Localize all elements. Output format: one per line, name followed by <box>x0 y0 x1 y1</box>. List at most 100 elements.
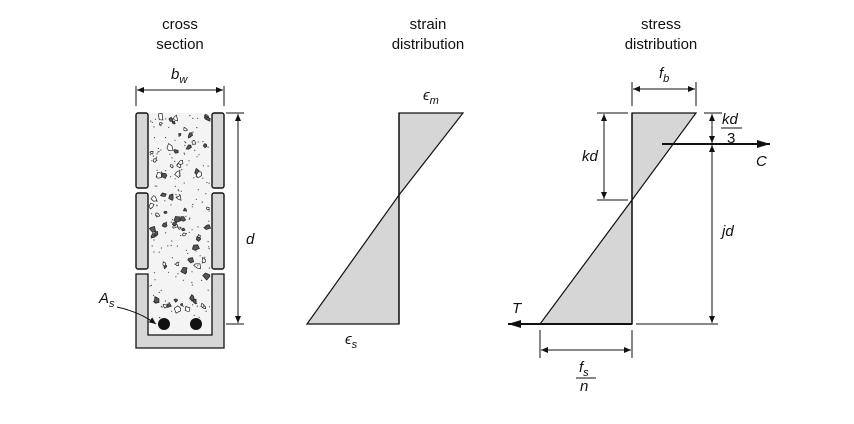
aggregate-stone <box>161 222 168 228</box>
sand-dot <box>206 181 208 184</box>
sand-dot <box>197 265 199 267</box>
sand-dot <box>202 177 204 179</box>
aggregate-stone <box>168 116 173 122</box>
aggregate-stone <box>173 149 179 154</box>
sand-dot <box>191 206 193 208</box>
aggregate-stone <box>187 257 195 264</box>
sand-dot <box>157 151 159 153</box>
sand-dot <box>178 135 180 137</box>
jd-dimension: jd <box>636 145 734 325</box>
sand-dot <box>161 306 163 308</box>
sand-dot <box>184 271 186 273</box>
sand-dot <box>168 126 170 128</box>
sand-dot <box>178 261 180 263</box>
sand-dot <box>167 245 169 247</box>
strain-compression-triangle <box>398 112 465 197</box>
sand-dot <box>193 314 195 316</box>
sand-dot <box>150 120 152 122</box>
fb-label: fb <box>659 65 669 85</box>
sand-dot <box>205 193 207 195</box>
strain-tension-triangle <box>305 193 400 325</box>
c-label: C <box>756 153 767 170</box>
sand-dot <box>185 142 187 144</box>
aggregate-stone <box>189 294 195 302</box>
aggregate-stone <box>159 192 167 197</box>
sand-dot <box>168 302 170 304</box>
sand-dot <box>156 153 158 155</box>
sand-dot <box>197 141 199 143</box>
sand-dot <box>165 118 167 120</box>
sand-dot <box>199 255 201 257</box>
sand-dot <box>164 300 167 302</box>
sand-dot <box>208 210 210 212</box>
kd-dimension: kd <box>582 112 628 201</box>
sand-dot <box>154 185 156 187</box>
sand-dot <box>184 144 186 146</box>
sand-dot <box>160 305 162 307</box>
sand-dot <box>154 118 156 120</box>
sand-dot <box>170 195 172 197</box>
kd3-numerator: kd <box>722 111 739 128</box>
sand-dot <box>151 213 153 215</box>
sand-dot <box>165 232 167 234</box>
aggregate-stone <box>191 244 200 251</box>
sand-dot <box>182 305 184 307</box>
sand-dot <box>180 190 182 192</box>
sand-dot <box>185 215 187 217</box>
aggregate-stone <box>204 116 211 122</box>
cross-section: cross section bw As d <box>98 16 255 349</box>
sand-dot <box>188 218 190 220</box>
sand-dot <box>184 153 186 155</box>
sand-dot <box>208 220 210 222</box>
sand-dot <box>171 157 173 159</box>
sand-dot <box>194 149 196 151</box>
sand-dot <box>198 154 200 156</box>
sand-dot <box>196 127 198 129</box>
aggregate-stone <box>185 144 192 150</box>
sand-dot <box>208 246 210 248</box>
strain-top-label: ϵm <box>423 87 439 107</box>
sand-dot <box>151 160 153 162</box>
sand-dot <box>207 241 209 243</box>
sand-dot <box>177 219 180 221</box>
stress-distribution: stress distribution fb kd kd 3 <box>508 16 770 395</box>
sand-dot <box>191 284 193 286</box>
jd-label: jd <box>720 223 734 240</box>
aggregate-stone <box>171 120 176 125</box>
sand-dot <box>197 189 199 191</box>
sand-dot <box>171 219 174 221</box>
sand-dot <box>196 302 198 305</box>
sand-dot <box>204 114 206 116</box>
fb-dimension: fb <box>631 65 697 106</box>
aggregate-stone <box>154 296 160 304</box>
aggregate-stone <box>161 172 168 179</box>
sand-dot <box>154 279 156 281</box>
sand-dot <box>165 170 167 172</box>
cross-section-title-line2: section <box>156 36 204 53</box>
aggregate-stone <box>148 202 155 210</box>
sand-dot <box>154 136 156 139</box>
sand-dot <box>186 164 188 166</box>
aggregate-stone <box>168 193 174 201</box>
t-label: T <box>512 300 523 317</box>
aggregate-stone <box>180 303 184 307</box>
sand-dot <box>158 291 160 293</box>
sand-dot <box>181 169 183 171</box>
aggregate-stone <box>155 171 162 179</box>
aggregate-stone <box>174 170 181 178</box>
sand-dot <box>156 169 158 171</box>
aggregate-stone <box>184 306 191 312</box>
sand-dot <box>201 279 203 281</box>
aggregate-stone <box>202 305 207 310</box>
aggregate-stone <box>149 151 154 155</box>
sand-dot <box>192 131 194 133</box>
sand-dot <box>192 117 194 119</box>
rebar-right <box>190 318 202 330</box>
sand-dot <box>174 263 176 265</box>
sand-dot <box>189 217 191 219</box>
sand-dot <box>158 251 160 253</box>
aggregate-stone <box>166 142 174 151</box>
sand-dot <box>192 304 194 306</box>
sand-dot <box>202 140 204 143</box>
